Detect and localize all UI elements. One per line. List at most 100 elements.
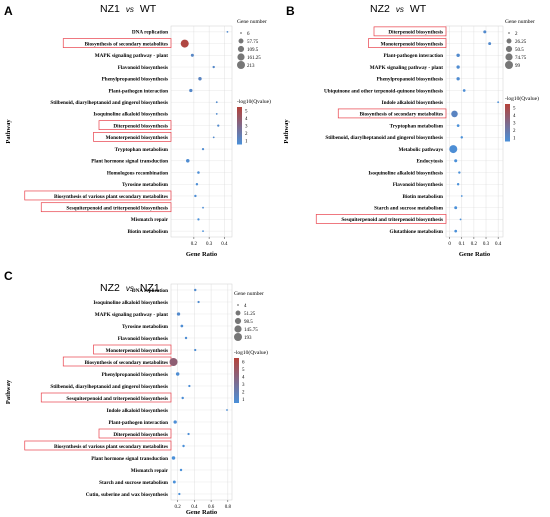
x-tick-label: 0.1 bbox=[459, 242, 466, 247]
pathway-label: Biosynthesis of secondary metabolites bbox=[85, 41, 168, 47]
plot-area bbox=[170, 283, 233, 501]
pathway-label: Isoquinoline alkaloid biosynthesis bbox=[368, 170, 443, 176]
pathway-label: Metabolic pathways bbox=[398, 147, 443, 153]
pathway-label: Plant-pathogen interaction bbox=[383, 53, 443, 59]
color-legend-tick: 2 bbox=[242, 391, 245, 396]
pathway-label: Tyrosine metabolism bbox=[122, 182, 169, 188]
data-point bbox=[451, 110, 458, 118]
data-point bbox=[212, 65, 215, 69]
pathway-label: DNA replication bbox=[132, 288, 168, 294]
data-point bbox=[171, 456, 176, 460]
color-legend-tick: 4 bbox=[513, 114, 516, 119]
data-point bbox=[456, 65, 460, 69]
y-axis-title: Pathway bbox=[5, 379, 12, 404]
pathway-label: Biosynthesis of secondary metabolites bbox=[360, 112, 443, 118]
panel-letter: A bbox=[4, 4, 13, 18]
y-axis-title: Pathway bbox=[283, 119, 290, 144]
y-axis-title: Pathway bbox=[5, 119, 12, 144]
x-tick-label: 0.2 bbox=[471, 242, 478, 247]
data-point bbox=[460, 136, 463, 139]
pathway-label: Stilbenoid, diarylheptanoid and gingerol… bbox=[325, 135, 443, 141]
pathway-label: Ubiquinone and other terpenoid-quinone b… bbox=[324, 88, 443, 94]
size-legend-title: Gene number bbox=[234, 291, 264, 297]
data-point bbox=[460, 195, 463, 197]
highlight-box bbox=[93, 132, 172, 142]
color-legend-title: -log10(Qvalue) bbox=[505, 95, 539, 102]
data-point bbox=[449, 145, 458, 154]
color-legend-tick: 3 bbox=[245, 125, 248, 130]
data-point bbox=[195, 183, 199, 186]
color-legend-tick: 5 bbox=[513, 107, 516, 112]
size-legend-dot bbox=[505, 53, 513, 61]
size-legend-label: 57.75 bbox=[247, 40, 259, 45]
pathway-label: Biotin metabolism bbox=[403, 194, 444, 200]
data-point bbox=[180, 39, 189, 48]
size-legend-dot bbox=[234, 333, 242, 341]
size-legend-label: 109.5 bbox=[247, 48, 259, 53]
panel-letter: B bbox=[286, 4, 295, 18]
data-point bbox=[462, 89, 466, 92]
pathway-label: Sesquiterpenoid and triterpenoid biosynt… bbox=[66, 205, 168, 211]
data-point bbox=[178, 492, 181, 496]
pathway-label: Biosynthesis of various plant secondary … bbox=[54, 194, 168, 200]
size-legend-label: 193 bbox=[244, 336, 252, 341]
size-legend-dot bbox=[237, 45, 245, 53]
data-point bbox=[181, 396, 184, 400]
size-legend-label: 6 bbox=[247, 32, 250, 37]
size-legend-title: Gene number bbox=[237, 19, 267, 25]
x-tick-label: 0.6 bbox=[208, 505, 215, 510]
x-axis-title: Gene Ratio bbox=[186, 509, 217, 516]
color-legend-tick: 2 bbox=[245, 132, 248, 137]
pathway-label: Phenylpropanoid biosynthesis bbox=[102, 372, 168, 378]
pathway-label: Tryptophan metabolism bbox=[115, 147, 169, 153]
highlight-box bbox=[337, 108, 447, 119]
title-vs: vs bbox=[396, 5, 404, 14]
data-point bbox=[182, 444, 185, 448]
highlight-box bbox=[24, 440, 172, 451]
size-legend-label: 51.25 bbox=[244, 312, 256, 317]
x-axis-title: Gene Ratio bbox=[186, 251, 217, 258]
data-point bbox=[226, 409, 228, 411]
size-legend-dot bbox=[506, 38, 512, 44]
pathway-label: Plant-pathogen interaction bbox=[108, 420, 168, 426]
data-point bbox=[186, 159, 190, 163]
size-legend-title: Gene number bbox=[505, 19, 535, 25]
pathway-label: MAPK signaling pathway - plant bbox=[370, 65, 443, 71]
size-legend-label: 98.5 bbox=[244, 320, 253, 325]
color-legend-title: -log10(Qvalue) bbox=[234, 349, 268, 356]
data-point bbox=[215, 113, 218, 115]
data-point bbox=[488, 42, 492, 46]
size-legend-label: 213 bbox=[247, 64, 255, 69]
data-point bbox=[190, 53, 194, 57]
data-point bbox=[497, 101, 500, 104]
pathway-label: Biosynthesis of secondary metabolites bbox=[85, 360, 168, 366]
data-point bbox=[459, 218, 462, 221]
data-point bbox=[187, 432, 190, 436]
title-right: NZ1 bbox=[140, 282, 160, 294]
color-legend-tick: 1 bbox=[242, 398, 245, 403]
size-legend-label: 145.75 bbox=[244, 328, 258, 333]
plot-area bbox=[445, 25, 504, 238]
data-point bbox=[456, 124, 460, 127]
size-legend-dot bbox=[235, 310, 241, 316]
data-point bbox=[194, 348, 197, 352]
x-tick-label: 0.4 bbox=[221, 242, 228, 247]
pathway-label: Sesquiterpenoid and triterpenoid biosynt… bbox=[341, 217, 443, 223]
size-legend-label: 50.5 bbox=[515, 48, 524, 53]
data-point bbox=[175, 372, 180, 376]
size-legend-label: 4 bbox=[244, 304, 247, 309]
plot-area bbox=[170, 25, 233, 238]
pathway-label: Monoterpenoid biosynthesis bbox=[106, 135, 168, 141]
color-legend-tick: 1 bbox=[245, 140, 248, 145]
x-tick-label: 0.8 bbox=[225, 505, 232, 510]
data-point bbox=[217, 124, 220, 127]
chart-panel-b: B NZ2 vs WT 0 0.1 0.2 0.3 0.4 Diterpenoid biosynt… bbox=[283, 3, 539, 258]
data-point bbox=[202, 230, 204, 233]
data-point bbox=[194, 194, 197, 198]
size-legend-label: 26.25 bbox=[515, 40, 527, 45]
data-point bbox=[197, 300, 200, 304]
pathway-label: Sesquiterpenoid and triterpenoid biosynt… bbox=[66, 396, 168, 402]
pathway-label: Phenylpropanoid biosynthesis bbox=[102, 77, 168, 83]
pathway-label: Stilbenoid, diarylheptanoid and gingerol… bbox=[50, 384, 168, 390]
